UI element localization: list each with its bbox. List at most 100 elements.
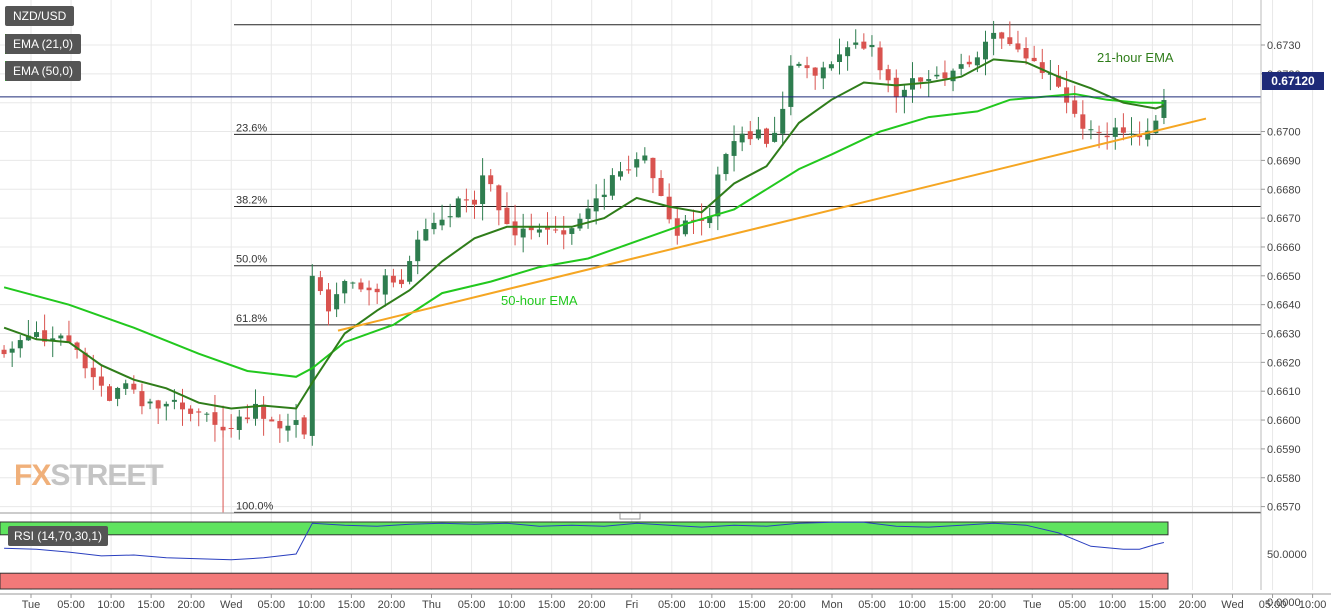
- candle-body: [326, 289, 331, 312]
- candle-body: [869, 44, 875, 48]
- y-tick-label: 0.6570: [1267, 502, 1301, 514]
- candle-body: [1088, 129, 1094, 131]
- candle-body: [561, 230, 567, 235]
- ema50-annotation: 50-hour EMA: [501, 293, 578, 308]
- candle-body: [950, 70, 956, 82]
- y-tick-label: 0.6630: [1267, 329, 1301, 341]
- candle-body: [715, 174, 721, 217]
- candle-body: [601, 194, 607, 198]
- x-tick-label: Tue: [22, 599, 41, 611]
- candle-body: [877, 47, 883, 71]
- y-tick-label: 0.6640: [1267, 300, 1301, 312]
- ema21-line: [3, 58, 1165, 410]
- x-tick-label: 15:00: [1139, 599, 1167, 611]
- candle-body: [699, 219, 705, 221]
- ema21-annotation: 21-hour EMA: [1097, 50, 1174, 65]
- candle-body: [991, 32, 997, 39]
- candle-body: [301, 417, 307, 435]
- candle-body: [747, 131, 753, 140]
- x-tick-label: 15:00: [338, 599, 366, 611]
- candle-body: [1056, 75, 1061, 87]
- candle-body: [853, 42, 859, 45]
- candle-body: [309, 275, 315, 436]
- candle-body: [423, 229, 429, 241]
- candle-body: [739, 133, 745, 143]
- candle-body: [512, 221, 518, 236]
- candle-body: [350, 282, 356, 284]
- candle-body: [334, 294, 340, 310]
- rsi-legend[interactable]: RSI (14,70,30,1): [8, 526, 109, 546]
- ema50-legend[interactable]: EMA (50,0): [5, 61, 82, 81]
- y-tick-label: 0.6700: [1267, 127, 1301, 139]
- x-tick-label: 10:00: [898, 599, 926, 611]
- x-tick-label: 05:00: [1259, 599, 1287, 611]
- candle-body: [1096, 132, 1102, 134]
- candle-body: [212, 412, 218, 425]
- candle-body: [1, 349, 7, 355]
- candle-body: [934, 74, 940, 77]
- candle-body: [1153, 120, 1159, 134]
- y-tick-label: 0.6620: [1267, 357, 1301, 369]
- ema21-legend[interactable]: EMA (21,0): [5, 34, 82, 54]
- rsi-overbought-zone: [0, 521, 1169, 536]
- y-tick-label: 0.6680: [1267, 184, 1301, 196]
- candle-body: [804, 65, 810, 69]
- candle-body: [261, 404, 267, 419]
- rsi-oversold-zone: [0, 572, 1169, 590]
- candle-body: [796, 63, 802, 66]
- candle-body: [707, 216, 713, 224]
- candle-body: [147, 401, 153, 404]
- candle-body: [723, 154, 729, 175]
- candle-body: [472, 199, 477, 205]
- candle-body: [926, 79, 932, 81]
- x-tick-label: 10:00: [698, 599, 726, 611]
- candle-body: [131, 383, 137, 390]
- candle-body: [342, 281, 348, 294]
- x-tick-label: 20:00: [978, 599, 1006, 611]
- x-tick-label: 15:00: [137, 599, 165, 611]
- x-tick-label: Thu: [422, 599, 441, 611]
- candle-body: [1039, 62, 1045, 73]
- candle-body: [293, 420, 299, 425]
- panel-resize-handle: [619, 512, 641, 520]
- fib-level-label: 23.6%: [236, 122, 267, 134]
- support-trendline: [337, 117, 1207, 332]
- y-tick-label: 0.6650: [1267, 271, 1301, 283]
- x-tick-label: 20:00: [177, 599, 205, 611]
- candle-body: [918, 77, 924, 82]
- x-tick-label: 15:00: [938, 599, 966, 611]
- candle-body: [98, 376, 104, 386]
- candle-body: [1015, 43, 1021, 50]
- candle-body: [196, 411, 202, 413]
- rsi-line: [4, 521, 1165, 561]
- x-tick-label: 10:00: [298, 599, 326, 611]
- x-tick-label: 15:00: [738, 599, 766, 611]
- x-tick-label: 20:00: [1179, 599, 1207, 611]
- candle-body: [837, 54, 842, 63]
- candle-body: [626, 169, 632, 171]
- candle-body: [1145, 130, 1151, 140]
- candle-body: [1161, 100, 1167, 118]
- candle-body: [390, 275, 396, 283]
- candle-body: [66, 335, 72, 343]
- candle-body: [942, 72, 948, 79]
- y-tick-label: 0.6590: [1267, 444, 1301, 456]
- y-tick-label: 0.6660: [1267, 242, 1301, 254]
- x-tick-label: 05:00: [1059, 599, 1087, 611]
- candle-body: [447, 216, 453, 218]
- candle-body: [1120, 127, 1126, 133]
- pair-label[interactable]: NZD/USD: [5, 6, 75, 26]
- candle-body: [666, 196, 672, 220]
- candle-body: [593, 198, 599, 212]
- candle-body: [1137, 134, 1143, 138]
- fib-level-label: 61.8%: [236, 313, 267, 325]
- candle-body: [228, 428, 234, 430]
- candle-body: [431, 222, 437, 230]
- candle-body: [845, 47, 851, 57]
- candle-body: [180, 402, 185, 410]
- candle-body: [58, 335, 64, 339]
- x-tick-label: 10:00: [1299, 599, 1327, 611]
- candle-body: [634, 159, 640, 168]
- candle-body: [999, 32, 1005, 39]
- candle-body: [204, 413, 210, 415]
